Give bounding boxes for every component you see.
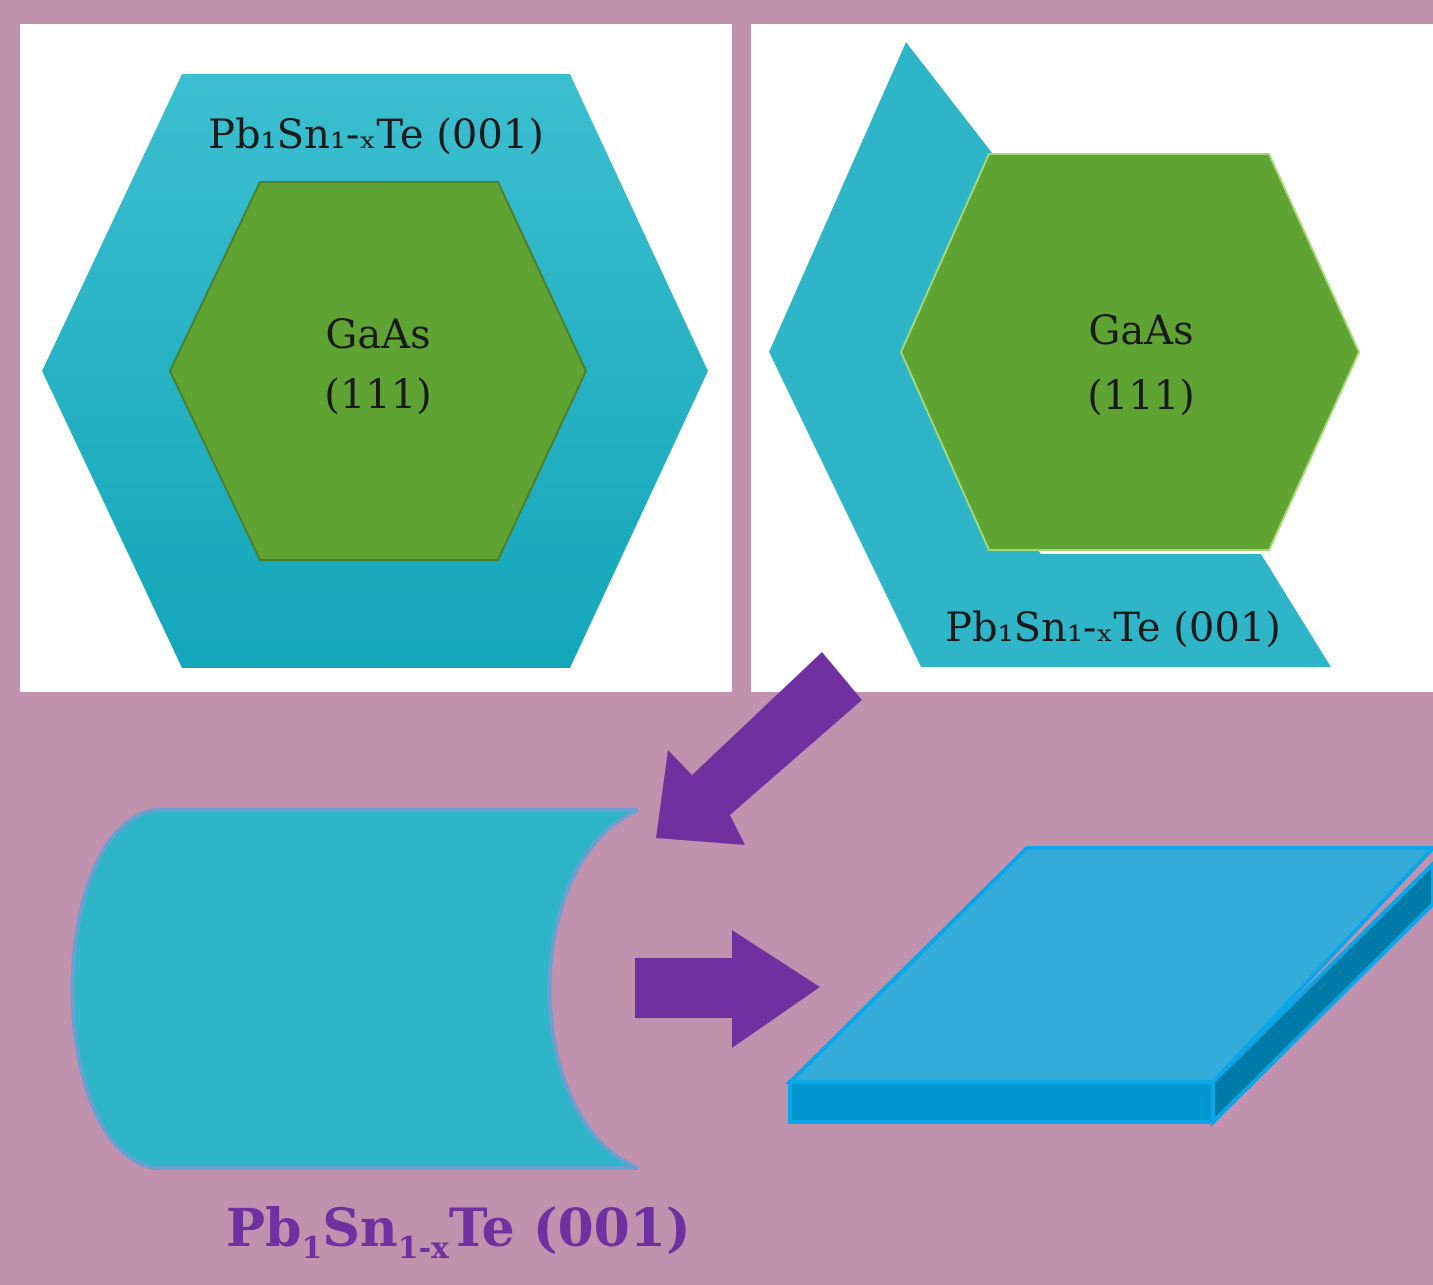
left-panel: Pb₁Sn₁-ₓTe (001) GaAs (111) (20, 24, 732, 692)
diagonal-arrow (656, 652, 862, 845)
inner-label-line1: GaAs (1088, 308, 1193, 354)
caption-part-te: Te (001) (448, 1198, 691, 1259)
rolled-sheet-shape (70, 808, 639, 1170)
right-arrow (635, 930, 820, 1048)
caption-part-sn: Sn (322, 1198, 398, 1259)
right-panel: Pb₁Sn₁-ₓTe (001) GaAs (111) (751, 24, 1433, 692)
plate-side (1211, 861, 1433, 1127)
caption-part-pb: Pb (226, 1198, 302, 1259)
plate-front (788, 1080, 1215, 1124)
outer-label: Pb₁Sn₁-ₓTe (001) (945, 605, 1281, 651)
inner-label-line2: (111) (1087, 373, 1195, 419)
inner-hexagon-gaas (899, 153, 1361, 551)
inner-label-line1: GaAs (325, 312, 430, 358)
open-shell-pbsnte (769, 42, 1331, 667)
outer-label: Pb₁Sn₁-ₓTe (001) (208, 112, 544, 158)
inner-label-line2: (111) (324, 372, 432, 418)
sheet-caption: Pb1Sn1-xTe (001) (226, 1194, 696, 1264)
inner-hexagon-gaas (168, 181, 588, 561)
caption-sub-1-x: 1-x (397, 1231, 449, 1266)
caption-sub-1: 1 (301, 1231, 323, 1266)
